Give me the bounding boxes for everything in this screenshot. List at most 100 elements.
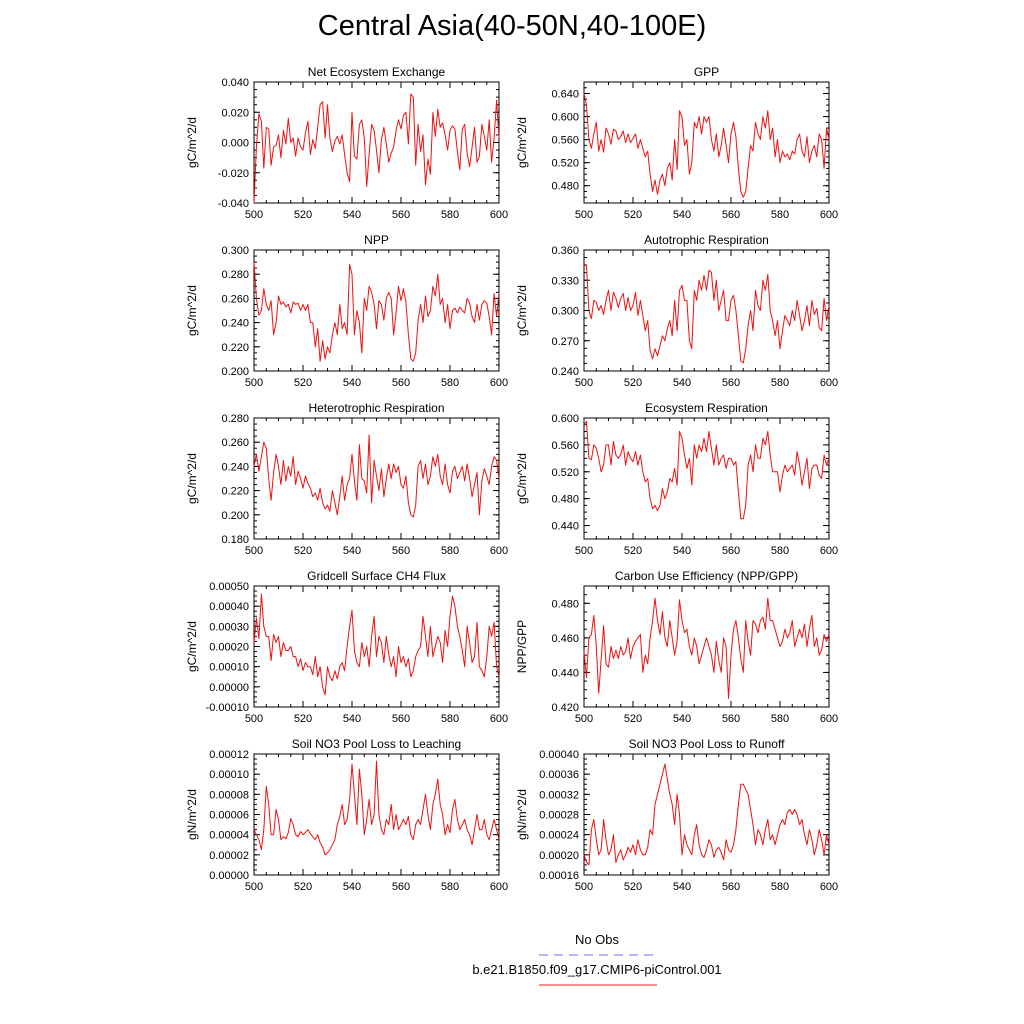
chart-3: NPP 500 520 540 560 580 600 0.200 0.220 0.240 0.26… [185, 233, 508, 389]
x-tick-label: 500 [575, 209, 593, 221]
y-tick-label: 0.480 [551, 181, 579, 193]
x-tick-label: 580 [441, 881, 459, 893]
y-tick-label: 0.00030 [209, 621, 249, 633]
y-tick-label: 0.260 [221, 437, 249, 449]
y-tick-label: 0.00004 [209, 830, 249, 842]
y-tick-label: 0.280 [221, 269, 249, 281]
y-tick-label: 0.480 [551, 598, 579, 610]
y-tick-label: 0.00010 [209, 769, 249, 781]
x-tick-label: 580 [771, 377, 789, 389]
y-tick-label: 0.600 [551, 112, 579, 124]
y-tick-label: 0.020 [221, 107, 249, 119]
x-tick-label: 600 [490, 881, 508, 893]
y-tick-label: 0.040 [221, 77, 249, 89]
y-tick-label: 0.520 [551, 158, 579, 170]
y-tick-label: 0.240 [221, 318, 249, 330]
x-tick-label: 600 [820, 377, 838, 389]
x-tick-label: 580 [771, 881, 789, 893]
y-tick-label: 0.00040 [209, 601, 249, 613]
x-tick-label: 520 [624, 713, 642, 725]
y-tick-label: 0.240 [551, 366, 579, 378]
y-tick-label: 0.560 [551, 440, 579, 452]
y-tick-label: 0.00024 [539, 830, 579, 842]
x-tick-label: 540 [343, 545, 361, 557]
y-tick-label: 0.360 [551, 245, 579, 257]
x-tick-label: 560 [722, 209, 740, 221]
chart-title: Autotrophic Respiration [644, 233, 769, 247]
y-tick-label: 0.00012 [209, 749, 249, 761]
x-tick-label: 500 [245, 377, 263, 389]
x-tick-label: 560 [722, 545, 740, 557]
x-tick-label: 560 [722, 881, 740, 893]
series-line [253, 262, 500, 362]
page-title: Central Asia(40-50N,40-100E) [317, 10, 707, 42]
y-tick-label: 0.00020 [209, 642, 249, 654]
y-axis-label: gC/m^2/d [185, 453, 199, 504]
x-tick-label: 520 [294, 713, 312, 725]
y-tick-label: 0.270 [551, 336, 579, 348]
y-tick-label: 0.00050 [209, 581, 249, 593]
x-tick-label: 520 [624, 545, 642, 557]
x-tick-label: 500 [575, 881, 593, 893]
y-tick-label: -0.040 [218, 198, 249, 210]
x-tick-label: 580 [441, 713, 459, 725]
x-tick-label: 520 [294, 209, 312, 221]
x-tick-label: 580 [771, 545, 789, 557]
x-tick-label: 580 [441, 377, 459, 389]
x-tick-label: 580 [771, 209, 789, 221]
x-tick-label: 520 [624, 377, 642, 389]
chart-9: Soil NO3 Pool Loss to Leaching 500 520 540 5… [185, 737, 508, 893]
chart-7: Gridcell Surface CH4 Flux 500 520 540 560 580… [185, 569, 508, 725]
series-line [583, 420, 830, 520]
x-tick-label: 600 [820, 881, 838, 893]
chart-6: Ecosystem Respiration 500 520 540 560 580 600 0… [515, 401, 838, 557]
x-tick-label: 600 [820, 713, 838, 725]
x-tick-label: 500 [575, 545, 593, 557]
y-tick-label: 0.280 [221, 413, 249, 425]
x-tick-label: 500 [245, 545, 263, 557]
x-tick-label: 600 [820, 209, 838, 221]
x-tick-label: 520 [624, 209, 642, 221]
x-tick-label: 500 [575, 377, 593, 389]
y-tick-label: 0.00032 [539, 789, 579, 801]
x-tick-label: 600 [490, 713, 508, 725]
series-line [253, 434, 500, 518]
series-line [583, 93, 830, 198]
x-tick-label: 500 [245, 881, 263, 893]
y-tick-label: 0.560 [551, 135, 579, 147]
plot-frame [583, 417, 830, 540]
y-tick-label: 0.520 [551, 467, 579, 479]
x-tick-label: 600 [820, 545, 838, 557]
plot-frame [583, 81, 830, 204]
x-tick-label: 500 [245, 209, 263, 221]
x-tick-label: 540 [673, 209, 691, 221]
chart-5: Heterotrophic Respiration 500 520 540 560 580… [185, 401, 508, 557]
x-tick-label: 540 [343, 713, 361, 725]
chart-title: Gridcell Surface CH4 Flux [307, 569, 446, 583]
x-tick-label: 520 [294, 881, 312, 893]
y-axis-label: gC/m^2/d [185, 285, 199, 336]
y-tick-label: 0.00010 [209, 662, 249, 674]
chart-8: Carbon Use Efficiency (NPP/GPP) 500 520 540… [515, 569, 838, 725]
y-tick-label: 0.240 [221, 461, 249, 473]
x-tick-label: 540 [673, 545, 691, 557]
series-line [253, 593, 500, 696]
chart-title: Carbon Use Efficiency (NPP/GPP) [615, 569, 798, 583]
y-axis-label: gC/m^2/d [515, 453, 529, 504]
x-tick-label: 580 [441, 209, 459, 221]
chart-title: NPP [364, 233, 389, 247]
y-tick-label: 0.440 [551, 667, 579, 679]
legend-label: b.e21.B1850.f09_g17.CMIP6-piControl.001 [472, 962, 721, 977]
y-axis-label: gC/m^2/d [185, 117, 199, 168]
chart-title: Net Ecosystem Exchange [308, 65, 446, 79]
y-axis-label: gC/m^2/d [515, 285, 529, 336]
y-tick-label: 0.00020 [539, 850, 579, 862]
x-tick-label: 560 [722, 377, 740, 389]
chart-title: Heterotrophic Respiration [308, 401, 444, 415]
y-tick-label: 0.00028 [539, 810, 579, 822]
x-tick-label: 600 [490, 209, 508, 221]
x-tick-label: 540 [673, 377, 691, 389]
y-axis-label: gC/m^2/d [185, 621, 199, 672]
x-tick-label: 560 [392, 209, 410, 221]
chart-title: Soil NO3 Pool Loss to Runoff [629, 737, 786, 751]
